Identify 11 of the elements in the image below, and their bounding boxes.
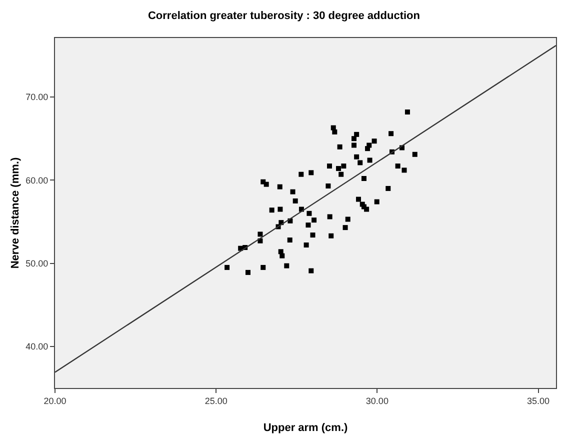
x-tick-label: 30.00 <box>366 396 388 406</box>
y-tick-label: 60.00 <box>26 175 48 186</box>
x-tick-label: 20.00 <box>44 396 66 406</box>
x-tick-label: 25.00 <box>204 396 228 406</box>
chart-title: Correlation greater tuberosity : 30 degree adduction <box>148 10 420 22</box>
x-tick-label: 35.00 <box>527 396 550 406</box>
y-tick-label: 70.00 <box>26 92 48 102</box>
y-tick-label: 50.00 <box>26 258 48 268</box>
x-axis-title: Upper arm (cm.) <box>263 422 348 434</box>
y-axis-title: Nerve distance (mm.) <box>9 157 22 269</box>
y-tick-label: 40.00 <box>26 342 48 352</box>
